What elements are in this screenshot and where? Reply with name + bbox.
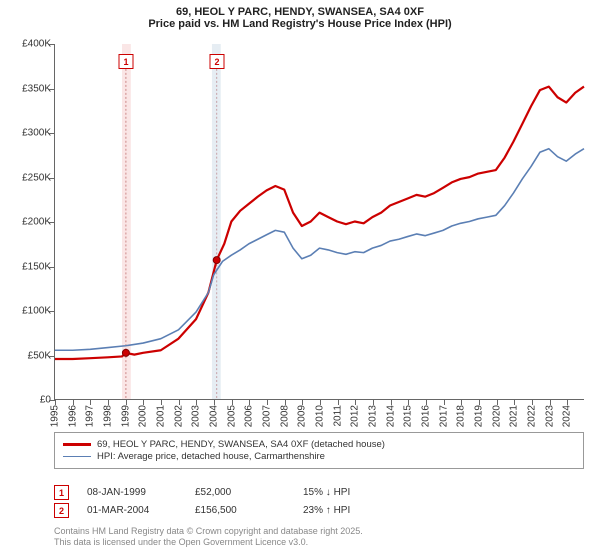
sales-table: 1 08-JAN-1999 £52,000 15% ↓ HPI 2 01-MAR-2004…	[54, 482, 584, 521]
x-tick-label: 2013	[368, 405, 379, 427]
x-tick-label: 2010	[315, 405, 326, 427]
x-tick-label: 2019	[474, 405, 485, 427]
x-tick-label: 2006	[244, 405, 255, 427]
attribution-line1: Contains HM Land Registry data © Crown c…	[54, 526, 584, 537]
x-tick-label: 2022	[527, 405, 538, 427]
sales-row-marker: 2	[54, 503, 69, 518]
x-tick-label: 2002	[173, 405, 184, 427]
sales-price: £156,500	[195, 505, 285, 516]
x-tick-label: 2024	[562, 405, 573, 427]
x-tick-label: 2014	[385, 405, 396, 427]
x-tick-label: 2018	[456, 405, 467, 427]
x-tick-label: 2021	[509, 405, 520, 427]
x-tick-label: 2012	[350, 405, 361, 427]
legend-swatch	[63, 456, 91, 458]
sales-row: 2 01-MAR-2004 £156,500 23% ↑ HPI	[54, 503, 584, 518]
x-tick-label: 1995	[50, 405, 61, 427]
legend-item: 69, HEOL Y PARC, HENDY, SWANSEA, SA4 0XF…	[63, 439, 575, 450]
attribution-text: Contains HM Land Registry data © Crown c…	[54, 526, 584, 549]
legend-label: HPI: Average price, detached house, Carm…	[97, 451, 325, 462]
y-tick-label: £250K	[22, 172, 51, 183]
x-tick-label: 2011	[332, 405, 343, 427]
x-tick-label: 2004	[209, 405, 220, 427]
y-tick-label: £350K	[22, 83, 51, 94]
chart-title: 69, HEOL Y PARC, HENDY, SWANSEA, SA4 0XF…	[0, 0, 600, 30]
sales-row-marker: 1	[54, 485, 69, 500]
x-tick-label: 2003	[191, 405, 202, 427]
y-tick-label: £150K	[22, 261, 51, 272]
x-tick-label: 1999	[120, 405, 131, 427]
x-tick-label: 2023	[544, 405, 555, 427]
x-tick-label: 1997	[85, 405, 96, 427]
sales-date: 01-MAR-2004	[87, 505, 177, 516]
title-line1: 69, HEOL Y PARC, HENDY, SWANSEA, SA4 0XF	[0, 6, 600, 18]
x-tick-label: 2005	[226, 405, 237, 427]
legend-label: 69, HEOL Y PARC, HENDY, SWANSEA, SA4 0XF…	[97, 439, 385, 450]
flag-marker-2: 2	[210, 54, 225, 69]
x-tick-label: 2007	[262, 405, 273, 427]
sales-delta: 23% ↑ HPI	[303, 505, 393, 516]
x-tick-label: 2009	[297, 405, 308, 427]
y-tick-label: £50K	[28, 350, 51, 361]
legend-swatch	[63, 443, 91, 445]
legend-box: 69, HEOL Y PARC, HENDY, SWANSEA, SA4 0XF…	[54, 432, 584, 469]
x-tick-label: 1996	[67, 405, 78, 427]
sales-delta: 15% ↓ HPI	[303, 487, 393, 498]
sales-date: 08-JAN-1999	[87, 487, 177, 498]
y-tick-label: £200K	[22, 217, 51, 228]
series-hpi	[55, 149, 584, 351]
sales-price: £52,000	[195, 487, 285, 498]
y-tick-label: £400K	[22, 39, 51, 50]
chart-plot-area: £0£50K£100K£150K£200K£250K£300K£350K£400…	[54, 44, 584, 400]
x-tick-label: 2017	[438, 405, 449, 427]
x-tick-label: 2020	[491, 405, 502, 427]
title-line2: Price paid vs. HM Land Registry's House …	[0, 18, 600, 30]
x-tick-label: 2001	[156, 405, 167, 427]
sales-row: 1 08-JAN-1999 £52,000 15% ↓ HPI	[54, 485, 584, 500]
x-tick-label: 2008	[279, 405, 290, 427]
x-tick-label: 1998	[103, 405, 114, 427]
flag-marker-1: 1	[119, 54, 134, 69]
x-tick-label: 2000	[138, 405, 149, 427]
series-price_paid	[55, 87, 584, 359]
y-tick-label: £100K	[22, 306, 51, 317]
chart-svg	[55, 44, 584, 399]
sale-marker-dot	[122, 349, 129, 356]
legend-item: HPI: Average price, detached house, Carm…	[63, 451, 575, 462]
x-tick-label: 2016	[421, 405, 432, 427]
sale-marker-dot	[213, 257, 220, 264]
x-tick-label: 2015	[403, 405, 414, 427]
attribution-line2: This data is licensed under the Open Gov…	[54, 537, 584, 548]
y-tick-label: £300K	[22, 128, 51, 139]
